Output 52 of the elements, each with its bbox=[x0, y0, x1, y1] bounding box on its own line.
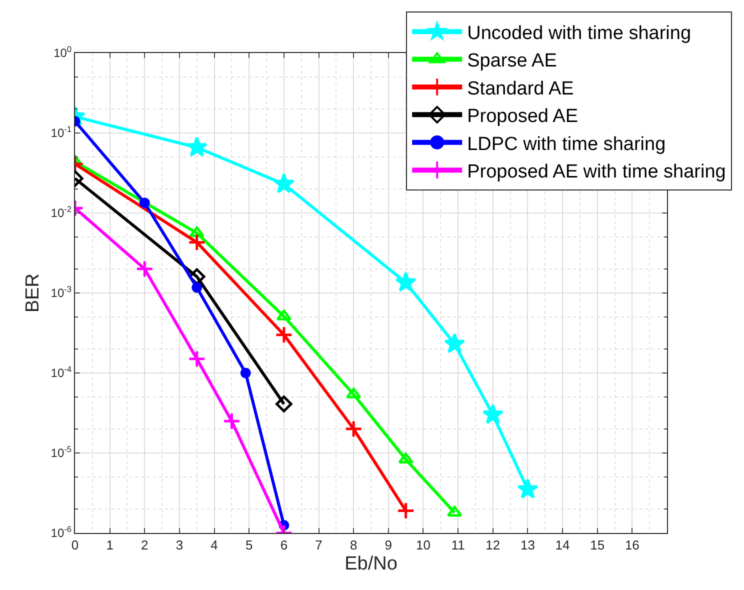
y-axis-title: BER bbox=[22, 273, 44, 313]
x-tick-label: 5 bbox=[246, 538, 253, 553]
point bbox=[396, 502, 415, 520]
y-tick-label: 10$^{-2}$ bbox=[50, 204, 72, 220]
point bbox=[276, 396, 292, 412]
legend-label: Uncoded with time sharing bbox=[467, 22, 692, 44]
point bbox=[240, 368, 251, 378]
point bbox=[395, 272, 416, 292]
x-tick-label: 9 bbox=[384, 538, 392, 553]
legend-label: Proposed AE bbox=[467, 106, 578, 128]
y-tick-label: 10$^{-6}$ bbox=[50, 524, 72, 540]
point bbox=[274, 326, 293, 344]
legend-label: Sparse AE bbox=[467, 50, 557, 72]
legend-label: Standard AE bbox=[467, 78, 574, 100]
point bbox=[139, 198, 150, 208]
point bbox=[188, 233, 206, 252]
x-tick-label: 13 bbox=[520, 538, 535, 553]
x-tick-label: 11 bbox=[451, 538, 465, 553]
legend-label: LDPC with time sharing bbox=[467, 134, 666, 155]
point bbox=[273, 173, 295, 194]
point bbox=[517, 478, 538, 499]
y-tick-label: 10$^{-4}$ bbox=[50, 364, 72, 380]
x-tick-label: 15 bbox=[590, 538, 605, 553]
x-tick-label: 7 bbox=[315, 538, 322, 553]
point bbox=[344, 420, 363, 438]
point bbox=[136, 260, 154, 278]
point bbox=[398, 452, 414, 464]
point bbox=[186, 136, 208, 157]
y-tick-label: 10$^{-5}$ bbox=[50, 444, 72, 460]
x-tick-label: 6 bbox=[280, 538, 288, 553]
point bbox=[446, 506, 462, 517]
x-tick-label: 0 bbox=[71, 538, 79, 553]
point bbox=[444, 333, 466, 354]
point bbox=[222, 412, 241, 430]
x-tick-label: 8 bbox=[350, 538, 358, 553]
x-tick-label: 16 bbox=[624, 538, 640, 553]
x-tick-label: 10 bbox=[416, 538, 430, 553]
x-tick-label: 2 bbox=[141, 538, 148, 553]
x-tick-label: 14 bbox=[555, 538, 570, 553]
point bbox=[189, 226, 204, 238]
point bbox=[188, 350, 206, 368]
point bbox=[482, 404, 504, 424]
x-tick-label: 3 bbox=[176, 538, 184, 553]
y-tick-label: 10$^{-3}$ bbox=[50, 284, 72, 300]
x-tick-label: 12 bbox=[486, 538, 500, 553]
y-tick-label: 10$^{-1}$ bbox=[50, 124, 72, 140]
legend-label: Proposed AE with time sharing bbox=[467, 161, 726, 182]
y-tick-label: 10$^{0}$ bbox=[54, 44, 72, 60]
x-axis-title: Eb/No bbox=[344, 553, 398, 574]
x-tick-label: 4 bbox=[210, 538, 218, 553]
point bbox=[192, 282, 202, 293]
x-tick-label: 1 bbox=[106, 538, 114, 553]
